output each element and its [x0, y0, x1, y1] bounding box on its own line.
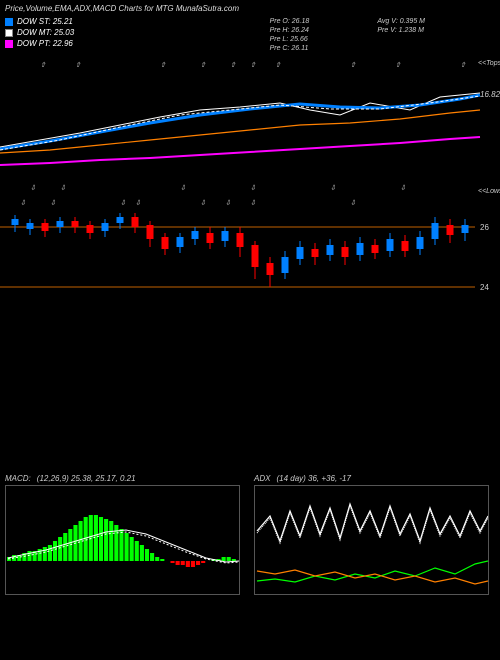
candle-panel: 26 24 ⇩ ⇩ ⇩ ⇩ ⇩ ⇩ ⇩ ⇩ [0, 197, 500, 319]
svg-text:⇧: ⇧ [160, 61, 166, 69]
volume-block: Avg V: 0.395 M Pre V: 1.238 M [377, 17, 495, 53]
svg-text:⇩: ⇩ [20, 199, 26, 207]
ema-panel: ⇧ ⇧ ⇧ ⇧ ⇧ ⇧ ⇧ ⇧ ⇧ ⇧ <<Tops 16.82 <<Lows ⇩ ⇩ ⇩ ⇩ ⇩ ⇩ [0, 55, 500, 197]
svg-text:⇩: ⇩ [135, 199, 141, 207]
adx-panel: ADX (14 day) 36, +36, -17 [254, 474, 495, 597]
macd-params: (12,26,9) 25.38, 25.17, 0.21 [37, 474, 136, 483]
svg-text:⇩: ⇩ [200, 199, 206, 207]
svg-text:⇧: ⇧ [350, 61, 356, 69]
pre-high: Pre H: 26.24 [270, 26, 378, 35]
macd-label: MACD: [5, 474, 31, 483]
svg-text:⇩: ⇩ [400, 184, 406, 192]
adx-label: ADX [254, 474, 270, 483]
svg-text:16.82: 16.82 [480, 90, 500, 99]
svg-text:⇩: ⇩ [30, 184, 36, 192]
svg-text:⇩: ⇩ [60, 184, 66, 192]
avg-volume: Avg V: 0.395 M [377, 17, 495, 26]
svg-text:⇧: ⇧ [75, 61, 81, 69]
chart-title: Price,Volume,EMA,ADX,MACD Charts for MTG… [5, 4, 495, 13]
ohlc-block: Pre O: 26.18 Pre H: 26.24 Pre L: 25.66 P… [270, 17, 378, 53]
legend-st: DOW ST: 25.21 [17, 17, 73, 26]
svg-text:⇩: ⇩ [330, 184, 336, 192]
pre-low: Pre L: 25.66 [270, 35, 378, 44]
svg-text:⇩: ⇩ [225, 199, 231, 207]
legend-pt: DOW PT: 22.96 [17, 39, 73, 48]
svg-text:⇧: ⇧ [275, 61, 281, 69]
svg-text:⇩: ⇩ [120, 199, 126, 207]
svg-text:<<Lows: <<Lows [478, 188, 500, 195]
svg-text:<<Tops: <<Tops [478, 60, 500, 67]
svg-text:⇩: ⇩ [50, 199, 56, 207]
pre-volume: Pre V: 1.238 M [377, 26, 495, 35]
svg-text:24: 24 [480, 283, 489, 292]
svg-text:⇧: ⇧ [460, 61, 466, 69]
legend-block: DOW ST: 25.21 DOW MT: 25.03 DOW PT: 22.9… [5, 17, 270, 53]
macd-panel: MACD: (12,26,9) 25.38, 25.17, 0.21 [5, 474, 246, 597]
svg-text:⇩: ⇩ [350, 199, 356, 207]
svg-text:⇧: ⇧ [230, 61, 236, 69]
pre-open: Pre O: 26.18 [270, 17, 378, 26]
svg-text:⇧: ⇧ [250, 61, 256, 69]
adx-params: (14 day) 36, +36, -17 [276, 474, 351, 483]
svg-text:⇧: ⇧ [200, 61, 206, 69]
legend-mt: DOW MT: 25.03 [17, 28, 74, 37]
svg-text:⇧: ⇧ [395, 61, 401, 69]
svg-text:⇩: ⇩ [180, 184, 186, 192]
svg-text:26: 26 [480, 223, 489, 232]
svg-text:⇩: ⇩ [250, 184, 256, 192]
svg-text:⇧: ⇧ [40, 61, 46, 69]
svg-text:⇩: ⇩ [250, 199, 256, 207]
pre-close: Pre C: 26.11 [270, 44, 378, 53]
